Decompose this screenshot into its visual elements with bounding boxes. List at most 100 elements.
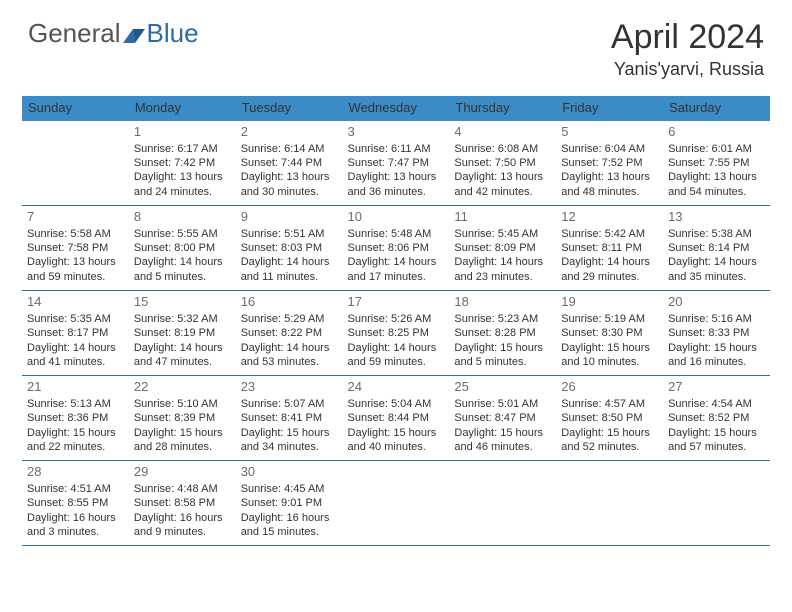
day-number: 12 xyxy=(561,209,658,226)
sunset-text: Sunset: 8:41 PM xyxy=(241,411,338,425)
day-number: 4 xyxy=(454,124,551,141)
calendar-cell: 16Sunrise: 5:29 AMSunset: 8:22 PMDayligh… xyxy=(236,291,343,376)
sunset-text: Sunset: 8:22 PM xyxy=(241,326,338,340)
calendar-cell: 29Sunrise: 4:48 AMSunset: 8:58 PMDayligh… xyxy=(129,461,236,546)
daylight-text: Daylight: 14 hours and 41 minutes. xyxy=(27,341,124,370)
sunrise-text: Sunrise: 5:51 AM xyxy=(241,227,338,241)
daylight-text: Daylight: 15 hours and 52 minutes. xyxy=(561,426,658,455)
sunrise-text: Sunrise: 6:11 AM xyxy=(348,142,445,156)
calendar-cell: 21Sunrise: 5:13 AMSunset: 8:36 PMDayligh… xyxy=(22,376,129,461)
day-number: 13 xyxy=(668,209,765,226)
sunrise-text: Sunrise: 5:42 AM xyxy=(561,227,658,241)
calendar-row: 7Sunrise: 5:58 AMSunset: 7:58 PMDaylight… xyxy=(22,205,770,290)
sunrise-text: Sunrise: 5:10 AM xyxy=(134,397,231,411)
calendar-cell: 8Sunrise: 5:55 AMSunset: 8:00 PMDaylight… xyxy=(129,205,236,290)
daylight-text: Daylight: 15 hours and 28 minutes. xyxy=(134,426,231,455)
calendar-cell: 24Sunrise: 5:04 AMSunset: 8:44 PMDayligh… xyxy=(343,376,450,461)
daylight-text: Daylight: 16 hours and 3 minutes. xyxy=(27,511,124,540)
daylight-text: Daylight: 13 hours and 42 minutes. xyxy=(454,170,551,199)
sunset-text: Sunset: 8:50 PM xyxy=(561,411,658,425)
day-number: 14 xyxy=(27,294,124,311)
day-number: 11 xyxy=(454,209,551,226)
day-header-wednesday: Wednesday xyxy=(343,96,450,121)
day-number: 15 xyxy=(134,294,231,311)
page-title: April 2024 xyxy=(611,18,764,57)
calendar-cell: 6Sunrise: 6:01 AMSunset: 7:55 PMDaylight… xyxy=(663,121,770,206)
day-number: 21 xyxy=(27,379,124,396)
sunrise-text: Sunrise: 6:14 AM xyxy=(241,142,338,156)
calendar-cell: 26Sunrise: 4:57 AMSunset: 8:50 PMDayligh… xyxy=(556,376,663,461)
calendar-cell-empty xyxy=(449,461,556,546)
day-header-thursday: Thursday xyxy=(449,96,556,121)
daylight-text: Daylight: 14 hours and 17 minutes. xyxy=(348,255,445,284)
calendar-cell: 25Sunrise: 5:01 AMSunset: 8:47 PMDayligh… xyxy=(449,376,556,461)
daylight-text: Daylight: 16 hours and 9 minutes. xyxy=(134,511,231,540)
day-number: 1 xyxy=(134,124,231,141)
day-number: 24 xyxy=(348,379,445,396)
sunset-text: Sunset: 7:47 PM xyxy=(348,156,445,170)
sunset-text: Sunset: 8:11 PM xyxy=(561,241,658,255)
calendar-cell-empty xyxy=(343,461,450,546)
sunset-text: Sunset: 8:28 PM xyxy=(454,326,551,340)
sunrise-text: Sunrise: 5:04 AM xyxy=(348,397,445,411)
calendar-cell: 23Sunrise: 5:07 AMSunset: 8:41 PMDayligh… xyxy=(236,376,343,461)
calendar-cell-empty xyxy=(663,461,770,546)
sunrise-text: Sunrise: 5:38 AM xyxy=(668,227,765,241)
sunset-text: Sunset: 8:09 PM xyxy=(454,241,551,255)
calendar-cell: 13Sunrise: 5:38 AMSunset: 8:14 PMDayligh… xyxy=(663,205,770,290)
daylight-text: Daylight: 16 hours and 15 minutes. xyxy=(241,511,338,540)
day-number: 2 xyxy=(241,124,338,141)
day-number: 29 xyxy=(134,464,231,481)
day-number: 20 xyxy=(668,294,765,311)
sunrise-text: Sunrise: 6:04 AM xyxy=(561,142,658,156)
sunrise-text: Sunrise: 4:48 AM xyxy=(134,482,231,496)
daylight-text: Daylight: 14 hours and 47 minutes. xyxy=(134,341,231,370)
day-number: 18 xyxy=(454,294,551,311)
day-number: 23 xyxy=(241,379,338,396)
daylight-text: Daylight: 15 hours and 46 minutes. xyxy=(454,426,551,455)
calendar-cell: 7Sunrise: 5:58 AMSunset: 7:58 PMDaylight… xyxy=(22,205,129,290)
day-number: 19 xyxy=(561,294,658,311)
calendar-cell: 20Sunrise: 5:16 AMSunset: 8:33 PMDayligh… xyxy=(663,291,770,376)
calendar-cell: 18Sunrise: 5:23 AMSunset: 8:28 PMDayligh… xyxy=(449,291,556,376)
sunset-text: Sunset: 8:33 PM xyxy=(668,326,765,340)
sunrise-text: Sunrise: 5:16 AM xyxy=(668,312,765,326)
logo-text-blue: Blue xyxy=(147,18,199,49)
sunrise-text: Sunrise: 4:45 AM xyxy=(241,482,338,496)
day-number: 8 xyxy=(134,209,231,226)
sunrise-text: Sunrise: 5:07 AM xyxy=(241,397,338,411)
day-header-friday: Friday xyxy=(556,96,663,121)
daylight-text: Daylight: 14 hours and 35 minutes. xyxy=(668,255,765,284)
sunset-text: Sunset: 7:58 PM xyxy=(27,241,124,255)
sunrise-text: Sunrise: 4:57 AM xyxy=(561,397,658,411)
sunset-text: Sunset: 8:52 PM xyxy=(668,411,765,425)
logo: General Blue xyxy=(28,18,199,49)
day-number: 10 xyxy=(348,209,445,226)
calendar-row: 28Sunrise: 4:51 AMSunset: 8:55 PMDayligh… xyxy=(22,461,770,546)
sunrise-text: Sunrise: 5:32 AM xyxy=(134,312,231,326)
sunrise-text: Sunrise: 5:19 AM xyxy=(561,312,658,326)
logo-text-general: General xyxy=(28,18,121,49)
sunrise-text: Sunrise: 4:51 AM xyxy=(27,482,124,496)
sunset-text: Sunset: 8:39 PM xyxy=(134,411,231,425)
daylight-text: Daylight: 15 hours and 16 minutes. xyxy=(668,341,765,370)
calendar-cell: 9Sunrise: 5:51 AMSunset: 8:03 PMDaylight… xyxy=(236,205,343,290)
day-number: 6 xyxy=(668,124,765,141)
daylight-text: Daylight: 15 hours and 40 minutes. xyxy=(348,426,445,455)
sunrise-text: Sunrise: 5:13 AM xyxy=(27,397,124,411)
sunset-text: Sunset: 8:55 PM xyxy=(27,496,124,510)
sunset-text: Sunset: 7:50 PM xyxy=(454,156,551,170)
logo-mark-icon xyxy=(123,25,145,43)
daylight-text: Daylight: 14 hours and 59 minutes. xyxy=(348,341,445,370)
sunset-text: Sunset: 7:42 PM xyxy=(134,156,231,170)
calendar-cell: 27Sunrise: 4:54 AMSunset: 8:52 PMDayligh… xyxy=(663,376,770,461)
day-number: 22 xyxy=(134,379,231,396)
daylight-text: Daylight: 14 hours and 23 minutes. xyxy=(454,255,551,284)
sunrise-text: Sunrise: 5:01 AM xyxy=(454,397,551,411)
day-number: 25 xyxy=(454,379,551,396)
day-number: 5 xyxy=(561,124,658,141)
daylight-text: Daylight: 14 hours and 53 minutes. xyxy=(241,341,338,370)
calendar-cell: 1Sunrise: 6:17 AMSunset: 7:42 PMDaylight… xyxy=(129,121,236,206)
calendar-cell-empty xyxy=(22,121,129,206)
sunrise-text: Sunrise: 5:26 AM xyxy=(348,312,445,326)
